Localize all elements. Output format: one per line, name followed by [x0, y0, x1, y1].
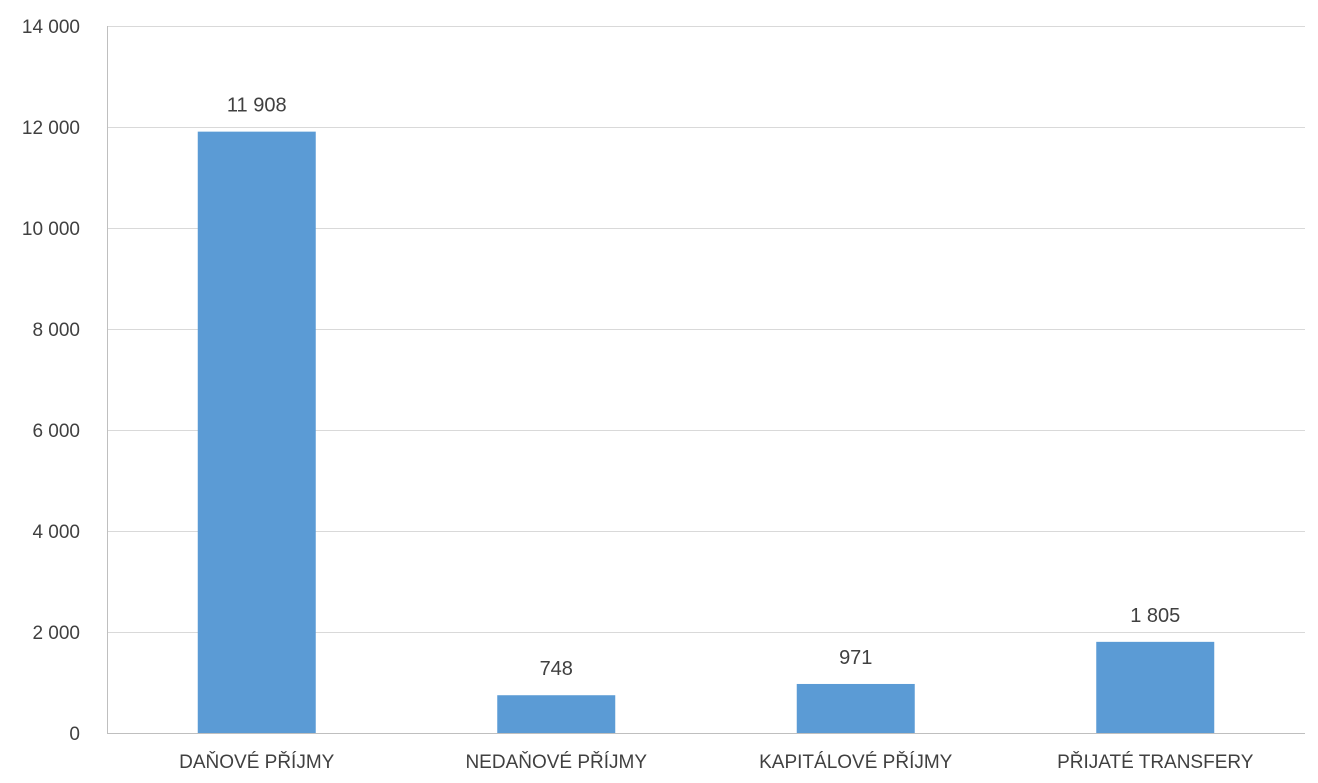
y-tick-label: 6 000 [32, 421, 80, 442]
bar [197, 131, 316, 733]
x-tick-label: DAŇOVÉ PŘÍJMY [179, 751, 335, 773]
y-tick-label: 4 000 [32, 522, 80, 543]
bar [796, 683, 915, 733]
y-tick-label: 2 000 [32, 623, 80, 644]
y-tick-label: 14 000 [22, 17, 80, 38]
y-tick-labels: 0 2 000 4 000 6 000 8 000 10 000 12 000 14 000 [22, 17, 80, 745]
x-tick-label: NEDAŇOVÉ PŘÍJMY [465, 751, 647, 773]
bar [1096, 641, 1215, 733]
data-label: 971 [839, 647, 872, 669]
data-label: 1 805 [1130, 605, 1180, 627]
y-tick-label: 10 000 [22, 219, 80, 240]
axes [107, 26, 1305, 734]
y-tick-label: 8 000 [32, 320, 80, 341]
y-tick-label: 12 000 [22, 118, 80, 139]
data-label: 11 908 [227, 95, 287, 117]
data-labels: 11 908 748 971 1 805 [227, 95, 1180, 681]
bar [497, 695, 616, 733]
x-tick-label: KAPITÁLOVÉ PŘÍJMY [759, 751, 953, 773]
bars [197, 131, 1215, 733]
x-tick-label: PŘIJATÉ TRANSFERY [1057, 751, 1254, 773]
x-tick-labels: DAŇOVÉ PŘÍJMY NEDAŇOVÉ PŘÍJMY KAPITÁLOVÉ P… [179, 751, 1254, 773]
data-label: 748 [540, 658, 573, 680]
y-tick-label: 0 [69, 724, 80, 745]
